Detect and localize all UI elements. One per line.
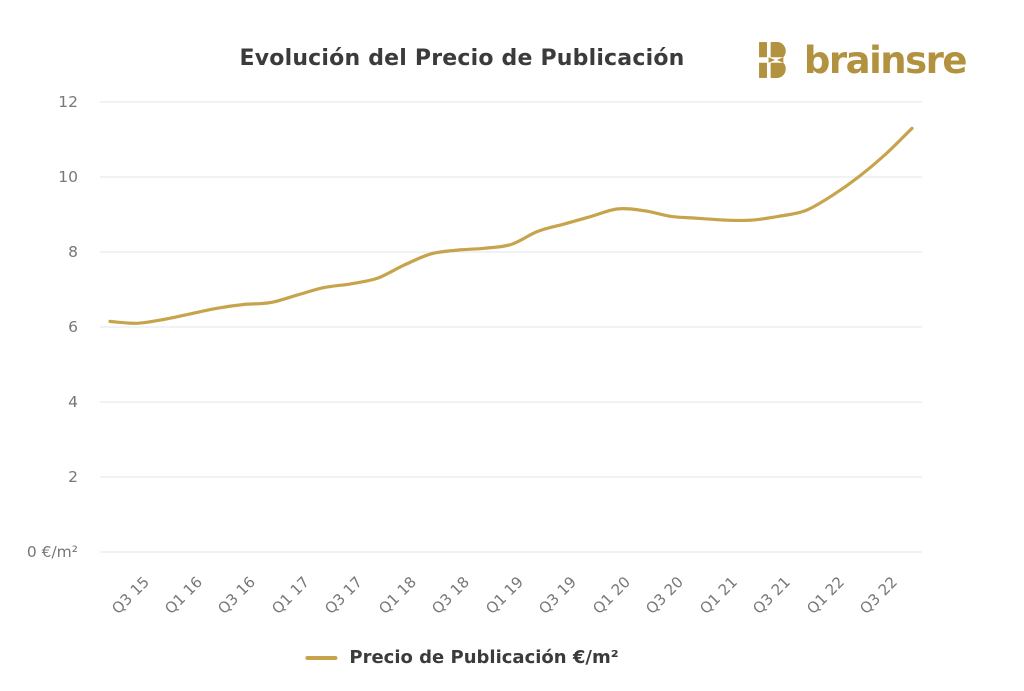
- brainsre-logo-icon: [757, 42, 791, 78]
- y-tick-label: 2: [68, 468, 78, 486]
- y-tick-label: 4: [68, 393, 78, 411]
- legend-label: Precio de Publicación €/m²: [349, 647, 619, 668]
- y-tick-label: 6: [68, 318, 78, 336]
- y-tick-label: 0 €/m²: [26, 543, 78, 561]
- brainsre-logo-text: brainsre: [803, 38, 968, 82]
- y-tick-label: 12: [58, 93, 78, 111]
- brand-logo: brainsre: [757, 38, 968, 82]
- y-tick-label: 8: [68, 243, 78, 261]
- price-line: [108, 126, 914, 325]
- legend-line-swatch: [305, 655, 338, 660]
- legend[interactable]: Precio de Publicación €/m²: [305, 647, 619, 668]
- chart-title: Evolución del Precio de Publicación: [239, 46, 685, 71]
- y-tick-label: 10: [58, 168, 78, 186]
